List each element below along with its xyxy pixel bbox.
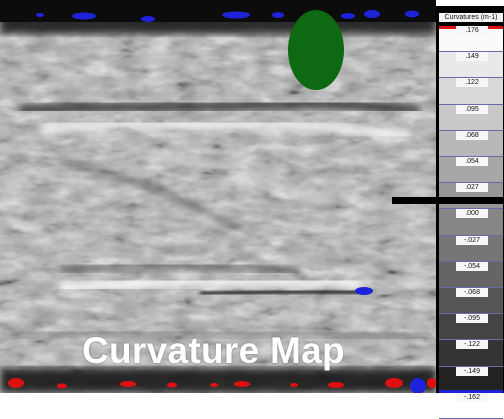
curvature-map-viewport[interactable]: Curvature Map — [0, 0, 436, 393]
legend-tick — [439, 287, 503, 288]
legend-label: -.162 — [456, 392, 488, 402]
legend-label: .122 — [456, 78, 488, 88]
legend-tick — [439, 156, 503, 157]
legend-tick — [439, 77, 503, 79]
legend-tick — [439, 208, 503, 210]
legend-bottom-cap — [439, 390, 503, 393]
legend-label: .027 — [456, 183, 488, 193]
legend-label: -.122 — [456, 340, 488, 350]
legend-tick — [439, 51, 503, 53]
crosshair-line[interactable] — [392, 197, 504, 204]
positive-curvature-blobs — [36, 10, 426, 393]
legend-label: .095 — [456, 104, 488, 114]
legend-label: -.095 — [456, 314, 488, 324]
legend-tick — [439, 365, 503, 367]
legend-label: .000 — [456, 209, 488, 219]
legend-tick — [439, 129, 503, 131]
legend-label: .149 — [456, 52, 488, 62]
legend-label: -.027 — [456, 235, 488, 245]
legend-label: -.068 — [456, 288, 488, 297]
legend-tick — [439, 339, 503, 341]
location-marker[interactable] — [288, 10, 344, 90]
legend-title: Curvatures (m-1) — [439, 13, 503, 22]
legend-label: .054 — [456, 157, 488, 166]
legend-tick — [439, 182, 503, 184]
legend-label: -.149 — [456, 366, 488, 376]
legend-tick — [439, 260, 503, 262]
legend-label: .176 — [456, 26, 488, 35]
legend-label: -.054 — [456, 261, 488, 271]
legend-label: .068 — [456, 130, 488, 140]
legend-tick — [439, 103, 503, 105]
legend-tick — [439, 234, 503, 236]
negative-curvature-blobs — [8, 378, 436, 389]
curvature-map-image — [0, 0, 436, 393]
map-title: Curvature Map — [82, 330, 345, 371]
legend-tick — [439, 313, 503, 315]
